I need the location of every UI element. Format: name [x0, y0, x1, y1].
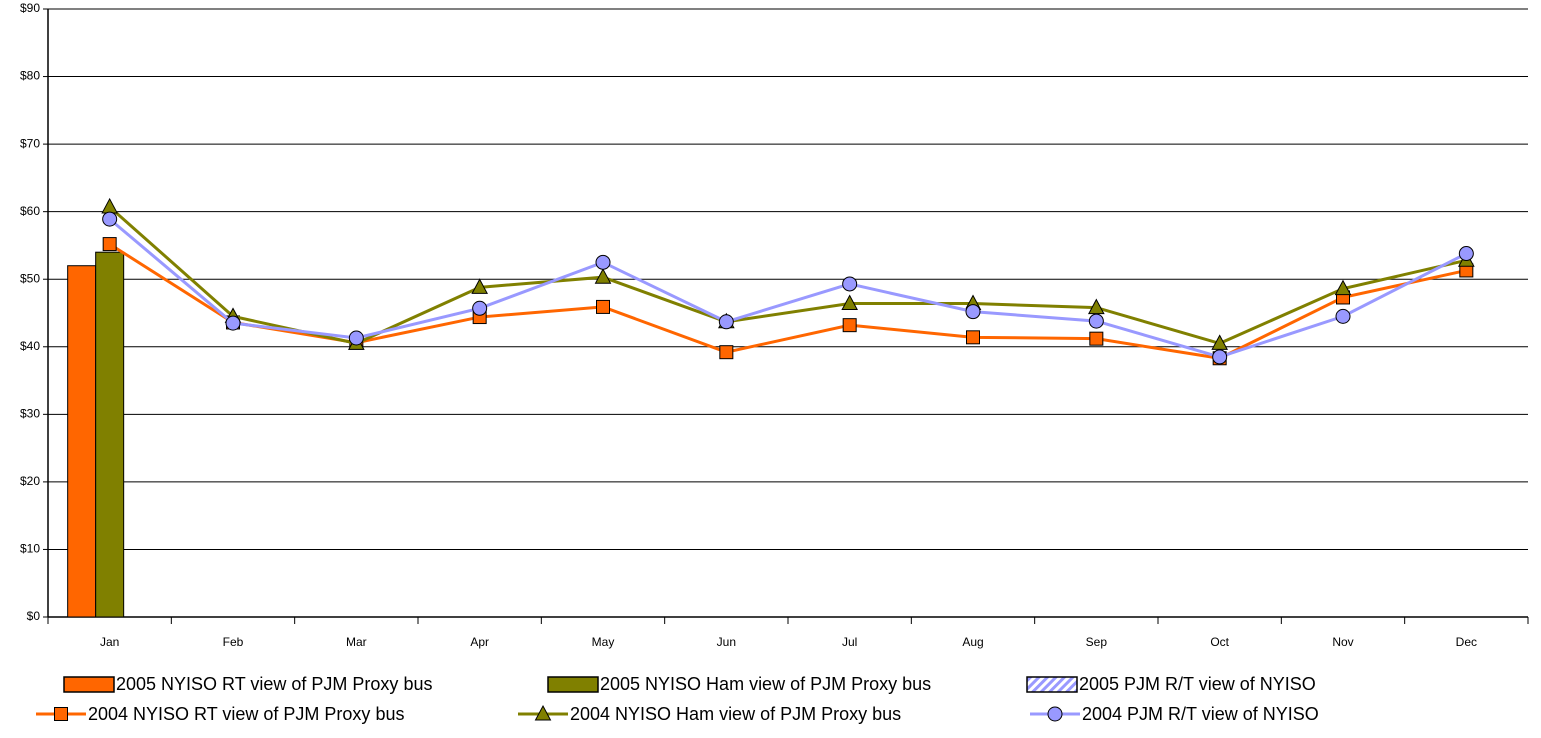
bar — [67, 265, 97, 618]
marker — [1088, 313, 1104, 329]
y-tick-label: $0 — [27, 609, 41, 623]
y-tick-label: $70 — [20, 136, 40, 150]
marker — [596, 299, 610, 314]
marker — [1089, 331, 1104, 346]
marker — [595, 254, 611, 270]
marker — [102, 211, 118, 227]
legend-marker — [54, 707, 68, 721]
marker — [1334, 279, 1352, 296]
legend-label: 2004 NYISO RT view of PJM Proxy bus — [88, 704, 404, 724]
x-tick-label: Mar — [346, 635, 367, 649]
y-tick-label: $30 — [20, 407, 40, 421]
x-tick-label: Oct — [1210, 635, 1229, 649]
marker — [1212, 349, 1228, 365]
x-tick-label: Aug — [962, 635, 983, 649]
x-tick-label: Feb — [223, 635, 244, 649]
bar — [95, 251, 125, 618]
y-tick-label: $80 — [20, 69, 40, 83]
line — [108, 205, 1467, 345]
marker — [842, 276, 858, 292]
marker — [718, 314, 734, 330]
y-tick-label: $10 — [20, 542, 40, 556]
marker — [1087, 298, 1105, 315]
marker — [594, 268, 612, 284]
marker — [1335, 308, 1351, 324]
legend-label: 2004 NYISO Ham view of PJM Proxy bus — [570, 704, 901, 724]
line — [108, 217, 1468, 359]
legend-label: 2004 PJM R/T view of NYISO — [1082, 704, 1319, 724]
legend-label: 2005 NYISO RT view of PJM Proxy bus — [116, 674, 432, 694]
legend-label: 2005 PJM R/T view of NYISO — [1079, 674, 1316, 694]
marker — [225, 315, 241, 331]
y-tick-label: $60 — [20, 204, 40, 218]
y-tick-label: $40 — [20, 339, 40, 353]
legend-swatch — [1026, 676, 1078, 693]
marker — [1458, 246, 1474, 262]
marker — [966, 330, 980, 345]
marker — [842, 318, 857, 333]
legend-marker — [1047, 706, 1063, 722]
legend-marker — [534, 704, 552, 721]
x-tick-label: May — [592, 635, 615, 649]
x-tick-label: Dec — [1456, 635, 1477, 649]
marker — [1211, 334, 1229, 350]
marker — [965, 304, 981, 320]
y-tick-label: $50 — [20, 271, 40, 285]
marker — [101, 197, 119, 214]
y-tick-label: $90 — [20, 1, 40, 15]
x-tick-label: Jul — [842, 635, 857, 649]
x-tick-label: Sep — [1086, 635, 1108, 649]
legend-swatch — [63, 676, 115, 693]
y-tick-label: $20 — [20, 474, 40, 488]
marker — [348, 330, 364, 346]
marker — [719, 345, 734, 360]
legend-swatch — [547, 676, 599, 693]
x-tick-label: Jun — [717, 635, 736, 649]
x-tick-label: Apr — [470, 635, 489, 649]
x-tick-label: Nov — [1332, 635, 1353, 649]
marker — [841, 294, 859, 311]
marker — [472, 300, 488, 316]
marker — [471, 278, 489, 294]
line — [108, 242, 1467, 360]
x-tick-label: Jan — [100, 635, 119, 649]
legend-label: 2005 NYISO Ham view of PJM Proxy bus — [600, 674, 931, 694]
marker — [102, 237, 117, 252]
